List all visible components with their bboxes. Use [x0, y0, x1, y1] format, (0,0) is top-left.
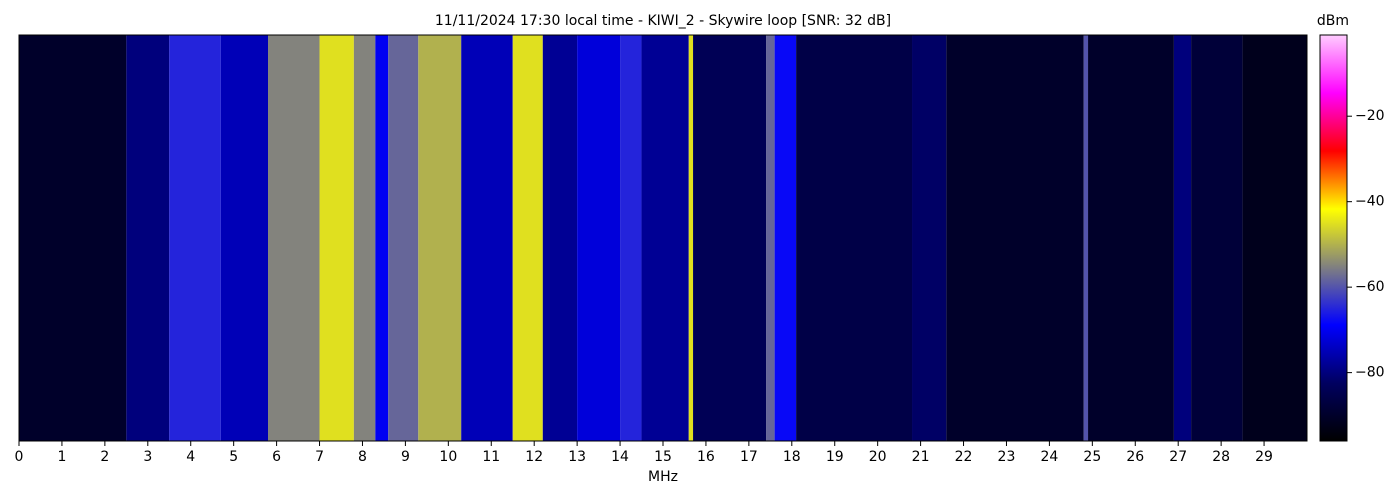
- x-tick-label: 24: [1040, 449, 1058, 465]
- spectrum-band: [912, 35, 947, 441]
- spectrum-band: [688, 35, 694, 441]
- x-tick-label: 28: [1212, 449, 1230, 465]
- spectrum-band: [418, 35, 462, 441]
- spectrum-band: [577, 35, 621, 441]
- spectrum-band: [641, 35, 689, 441]
- spectrum-band: [1083, 35, 1089, 441]
- x-tick-label: 5: [229, 449, 238, 465]
- x-tick-label: 20: [869, 449, 887, 465]
- x-tick-label: 27: [1169, 449, 1187, 465]
- colorbar-tick-label: −20: [1355, 108, 1385, 124]
- spectrum-band: [693, 35, 767, 441]
- spectrum-band: [1191, 35, 1243, 441]
- colorbar: [1319, 34, 1348, 442]
- spectrum-band: [388, 35, 419, 441]
- spectrum-band: [512, 35, 543, 441]
- x-tick-label: 7: [315, 449, 324, 465]
- x-tick-label: 25: [1083, 449, 1101, 465]
- x-tick-label: 1: [57, 449, 66, 465]
- spectrum-band: [1173, 35, 1192, 441]
- spectrum-band: [268, 35, 320, 441]
- spectrum-band: [766, 35, 775, 441]
- x-tick-label: 8: [358, 449, 367, 465]
- x-tick-label: 9: [401, 449, 410, 465]
- spectrum-band: [774, 35, 797, 441]
- colorbar-tick-label: −80: [1355, 365, 1385, 381]
- x-tick-label: 6: [272, 449, 281, 465]
- colorbar-tick-label: −40: [1355, 194, 1385, 210]
- x-tick-label: 18: [783, 449, 801, 465]
- x-tick-label: 29: [1255, 449, 1273, 465]
- spectrum-band: [375, 35, 389, 441]
- chart-title: 11/11/2024 17:30 local time - KIWI_2 - S…: [435, 13, 891, 29]
- spectrum-band: [169, 35, 221, 441]
- x-tick-label: 17: [740, 449, 758, 465]
- spectrum-band: [353, 35, 376, 441]
- x-tick-label: 16: [697, 449, 715, 465]
- x-tick-label: 19: [826, 449, 844, 465]
- spectrum-band: [620, 35, 642, 441]
- x-tick-label: 14: [611, 449, 629, 465]
- x-axis-label: MHz: [648, 469, 678, 485]
- spectrum-band: [126, 35, 170, 441]
- x-tick-label: 4: [186, 449, 195, 465]
- colorbar-tick-label: −60: [1355, 279, 1385, 295]
- x-tick-label: 13: [568, 449, 586, 465]
- x-tick-label: 21: [912, 449, 930, 465]
- x-tick-label: 15: [654, 449, 672, 465]
- x-tick-label: 26: [1126, 449, 1144, 465]
- spectrum-band: [1088, 35, 1174, 441]
- spectrum-band: [220, 35, 269, 441]
- spectrum-band: [796, 35, 913, 441]
- spectrum-band: [461, 35, 513, 441]
- x-tick-label: 12: [525, 449, 543, 465]
- x-tick-label: 23: [998, 449, 1016, 465]
- spectrum-band: [542, 35, 578, 441]
- x-tick-label: 0: [15, 449, 24, 465]
- x-tick-label: 10: [439, 449, 457, 465]
- x-tick-label: 11: [482, 449, 500, 465]
- spectrum-band: [19, 35, 127, 441]
- spectrum-band: [1242, 35, 1307, 441]
- x-tick-label: 3: [143, 449, 152, 465]
- colorbar-label: dBm: [1317, 13, 1349, 29]
- x-tick-label: 2: [100, 449, 109, 465]
- x-tick-label: 22: [955, 449, 973, 465]
- spectrum-band: [946, 35, 1084, 441]
- spectrum-band: [319, 35, 354, 441]
